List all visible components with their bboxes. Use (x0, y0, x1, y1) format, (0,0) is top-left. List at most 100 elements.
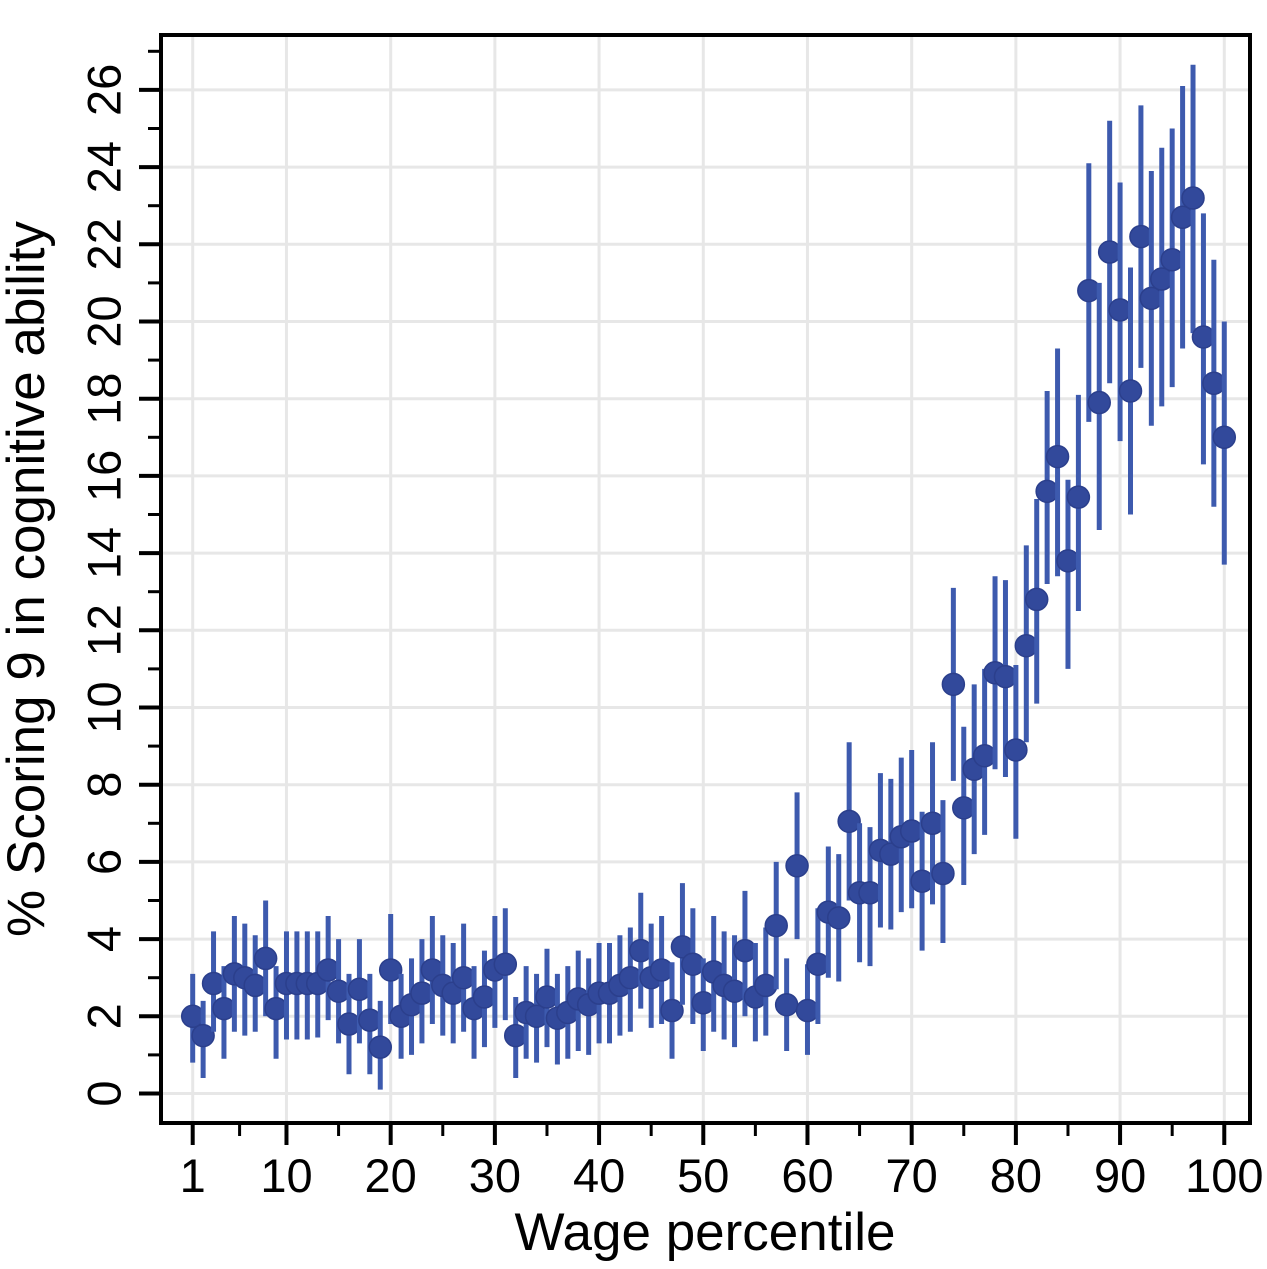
data-point-group (618, 927, 643, 1032)
data-point-marker (795, 998, 820, 1023)
y-tick-label: 8 (78, 772, 131, 798)
data-point-marker (993, 664, 1018, 689)
data-point-marker (1129, 224, 1153, 249)
data-point-group (410, 939, 434, 1044)
data-point-marker (1066, 485, 1091, 509)
data-point-marker (1097, 240, 1122, 264)
data-point-marker (806, 952, 830, 976)
data-point-marker (920, 811, 945, 836)
tick-labels: 1 10 20 30 40 50 60 70 80 90 100024681012141618202… (78, 64, 1264, 1202)
data-point-marker (1150, 267, 1174, 291)
data-point-marker (326, 979, 351, 1003)
data-point-marker (910, 869, 934, 893)
x-tick-label: 50 (677, 1149, 729, 1202)
data-point-marker (837, 809, 861, 834)
x-tick-label: 90 (1094, 1149, 1146, 1202)
x-tick-label: 30 (469, 1149, 521, 1202)
data-point-group (368, 1000, 393, 1090)
y-tick-label: 4 (78, 926, 131, 952)
data-point-marker (316, 958, 340, 982)
data-point-group (378, 914, 403, 1025)
data-point-marker (451, 965, 476, 990)
data-point-marker (1024, 587, 1049, 612)
data-point-marker (1108, 298, 1132, 322)
y-tick-label: 24 (78, 141, 131, 193)
data-point-marker (253, 946, 278, 971)
data-point-marker (524, 1004, 549, 1029)
data-point-group (795, 964, 820, 1055)
data-point-marker (1181, 186, 1205, 210)
data-point-group (1150, 147, 1174, 407)
data-point-group (316, 915, 340, 1021)
data-point-group (931, 800, 955, 943)
data-point-group (191, 1000, 215, 1079)
data-point-group (1160, 128, 1184, 388)
data-point-marker (1045, 444, 1070, 469)
data-point-group (670, 883, 695, 1005)
data-point-group (826, 854, 851, 982)
data-point-marker (764, 913, 788, 938)
data-point-marker (785, 854, 809, 878)
data-point-group (774, 958, 799, 1052)
data-point-group (493, 908, 518, 1021)
data-point-marker (1160, 247, 1184, 272)
y-tick-label: 2 (78, 1003, 131, 1029)
data-point-marker (722, 979, 747, 1003)
data-point-group (358, 973, 382, 1075)
data-point-group (899, 749, 924, 909)
data-point-marker (264, 996, 288, 1021)
data-point-group (1035, 390, 1059, 584)
data-point-marker (410, 981, 434, 1005)
data-point-marker (1035, 479, 1059, 504)
data-point-marker (337, 1012, 361, 1036)
data-point-marker (1170, 205, 1195, 230)
data-point-marker (212, 996, 236, 1021)
data-point-marker (691, 991, 716, 1015)
data-point-group (941, 587, 966, 781)
data-point-group (660, 962, 684, 1059)
data-point-marker (1014, 633, 1039, 658)
data-point-marker (941, 672, 966, 697)
plot-frame (159, 33, 1252, 1125)
data-point-marker (1202, 371, 1226, 396)
data-point-marker (618, 965, 643, 990)
data-point-marker (629, 938, 653, 963)
data-point-marker (358, 1008, 382, 1032)
data-point-group (1066, 394, 1091, 611)
data-point-marker (1087, 390, 1111, 415)
data-point-marker (1191, 325, 1216, 349)
data-point-group (399, 958, 424, 1055)
data-point-group (1139, 170, 1164, 426)
data-point-marker (931, 861, 955, 886)
y-tick-label: 18 (78, 373, 131, 425)
data-point-group (1024, 499, 1049, 704)
data-point-marker (503, 1023, 528, 1048)
y-tick-label: 12 (78, 604, 131, 656)
data-point-marker (649, 958, 674, 982)
data-point-marker (774, 992, 799, 1017)
data-point-group (1108, 182, 1132, 442)
data-point-group (837, 742, 861, 901)
data-point-group (243, 935, 267, 1032)
data-point-group (1212, 321, 1237, 565)
data-point-marker (1118, 379, 1143, 403)
x-tick-label: 1 (180, 1149, 206, 1202)
data-point-group (1056, 479, 1080, 669)
data-point-marker (243, 973, 267, 998)
data-point-group (806, 908, 830, 1025)
data-point-group (180, 973, 205, 1063)
data-point-group (556, 966, 580, 1059)
y-axis-title: % Scoring 9 in cognitive ability (0, 221, 56, 937)
data-point-marker (191, 1023, 215, 1048)
data-point-group (524, 973, 549, 1063)
x-tick-label: 40 (573, 1149, 625, 1202)
data-point-group (253, 900, 278, 1017)
x-tick-label: 10 (260, 1149, 312, 1202)
data-point-marker (1212, 425, 1237, 450)
y-tick-label: 16 (78, 450, 131, 502)
data-point-marker (754, 973, 778, 998)
data-point-marker (535, 985, 559, 1009)
